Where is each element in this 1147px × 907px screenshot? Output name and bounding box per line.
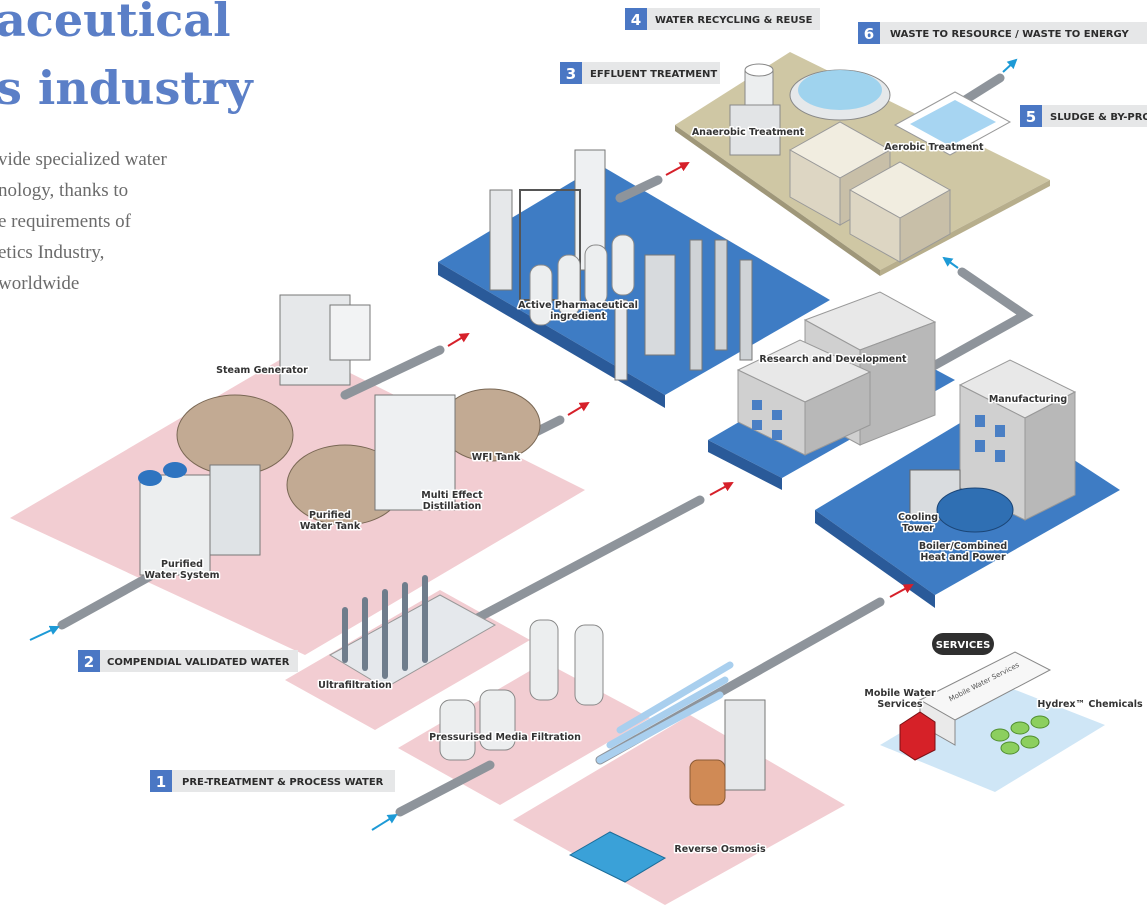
unit-label: Ultrafiltration: [318, 680, 392, 691]
step-badge: 3 EFFLUENT TREATMENT: [560, 62, 720, 84]
unit-label: Anaerobic Treatment: [692, 127, 805, 138]
step-label: WATER RECYCLING & REUSE: [655, 15, 813, 26]
unit-label-line: Pressurised Media Filtration: [429, 732, 581, 743]
step-badge: 4 WATER RECYCLING & REUSE: [625, 8, 820, 30]
step-label: COMPENDIAL VALIDATED WATER: [107, 657, 290, 668]
step-label: SLUDGE & BY-PRODUCTS: [1050, 112, 1147, 123]
unit-label-line: Multi Effect: [421, 490, 483, 501]
intro-line: e requirements of: [0, 211, 132, 232]
arrow-in: [30, 627, 58, 640]
unit-label-line: Heat and Power: [920, 552, 1006, 563]
arrow-out: [890, 585, 912, 597]
unit-label-line: WFI Tank: [472, 452, 521, 463]
intro-line: vide specialized water: [0, 149, 167, 170]
unit-label: WFI Tank: [472, 452, 521, 463]
unit-label: Steam Generator: [216, 365, 308, 376]
unit-label: Pressurised Media Filtration: [429, 732, 581, 743]
step-badge: 1 PRE-TREATMENT & PROCESS WATER: [150, 770, 395, 792]
unit-label-line: Manufacturing: [989, 394, 1067, 405]
unit-label-line: Hydrex™ Chemicals: [1037, 699, 1143, 710]
intro-line: etics Industry,: [0, 242, 104, 263]
title-line: aceutical: [0, 0, 231, 47]
unit-label: Reverse Osmosis: [674, 844, 766, 855]
step-number: 4: [631, 11, 641, 29]
unit-label-line: Tower: [902, 523, 934, 534]
unit-label-line: Aerobic Treatment: [884, 142, 984, 153]
step-badge: 6 WASTE TO RESOURCE / WASTE TO ENERGY: [858, 22, 1147, 44]
unit-label-line: Purified: [309, 510, 351, 521]
unit-label: Aerobic Treatment: [884, 142, 984, 153]
step-number: 3: [566, 65, 576, 83]
unit-label-line: Purified: [161, 559, 203, 570]
unit-label-line: Research and Development: [759, 354, 907, 365]
unit-label-line: Boiler/Combined: [919, 541, 1007, 552]
intro: vide specialized water nology, thanks to…: [0, 149, 167, 294]
step-badge: 2 COMPENDIAL VALIDATED WATER: [78, 650, 298, 672]
unit-label-line: Reverse Osmosis: [674, 844, 766, 855]
illustration: aceutical s industry vide specialized wa…: [0, 0, 1147, 907]
pipe: [930, 272, 1025, 368]
unit-label-line: Mobile Water: [864, 688, 936, 699]
unit-label-line: Steam Generator: [216, 365, 308, 376]
step-label: WASTE TO RESOURCE / WASTE TO ENERGY: [890, 29, 1129, 40]
step-number: 2: [84, 653, 94, 671]
arrow-out: [568, 403, 588, 415]
unit-label-line: Water Tank: [300, 521, 361, 532]
truck-cab: [900, 712, 935, 760]
step-label: PRE-TREATMENT & PROCESS WATER: [182, 777, 384, 788]
arrow-out: [448, 334, 468, 346]
arrow-out: [944, 258, 958, 268]
unit-label-line: ingredient: [550, 311, 606, 322]
unit-label-line: Distillation: [423, 501, 482, 512]
unit-label: Hydrex™ Chemicals: [1037, 699, 1143, 710]
unit-label: Manufacturing: [989, 394, 1067, 405]
arrow-out: [1003, 60, 1016, 72]
unit-label-line: Active Pharmaceutical: [518, 300, 638, 311]
unit-label-line: Services: [877, 699, 922, 710]
unit-label-line: Cooling: [898, 512, 938, 523]
unit-label-line: Anaerobic Treatment: [692, 127, 805, 138]
arrow-out: [666, 163, 688, 175]
step-badge: 5 SLUDGE & BY-PRODUCTS: [1020, 105, 1147, 127]
unit-label: Research and Development: [759, 354, 907, 365]
services-heading: SERVICES: [936, 640, 991, 651]
unit-label-line: Water System: [144, 570, 219, 581]
arrow-out: [710, 483, 732, 495]
unit-label-line: Ultrafiltration: [318, 680, 392, 691]
arrow-in: [372, 815, 396, 830]
intro-line: worldwide: [0, 273, 79, 294]
title-line: s industry: [0, 61, 254, 115]
step-number: 6: [864, 25, 874, 43]
intro-line: nology, thanks to: [0, 180, 128, 201]
step-number: 5: [1026, 108, 1036, 126]
step-number: 1: [156, 773, 166, 791]
step-label: EFFLUENT TREATMENT: [590, 69, 717, 80]
page: {"header": {"title_lines": ["aceutical",…: [0, 0, 1147, 907]
